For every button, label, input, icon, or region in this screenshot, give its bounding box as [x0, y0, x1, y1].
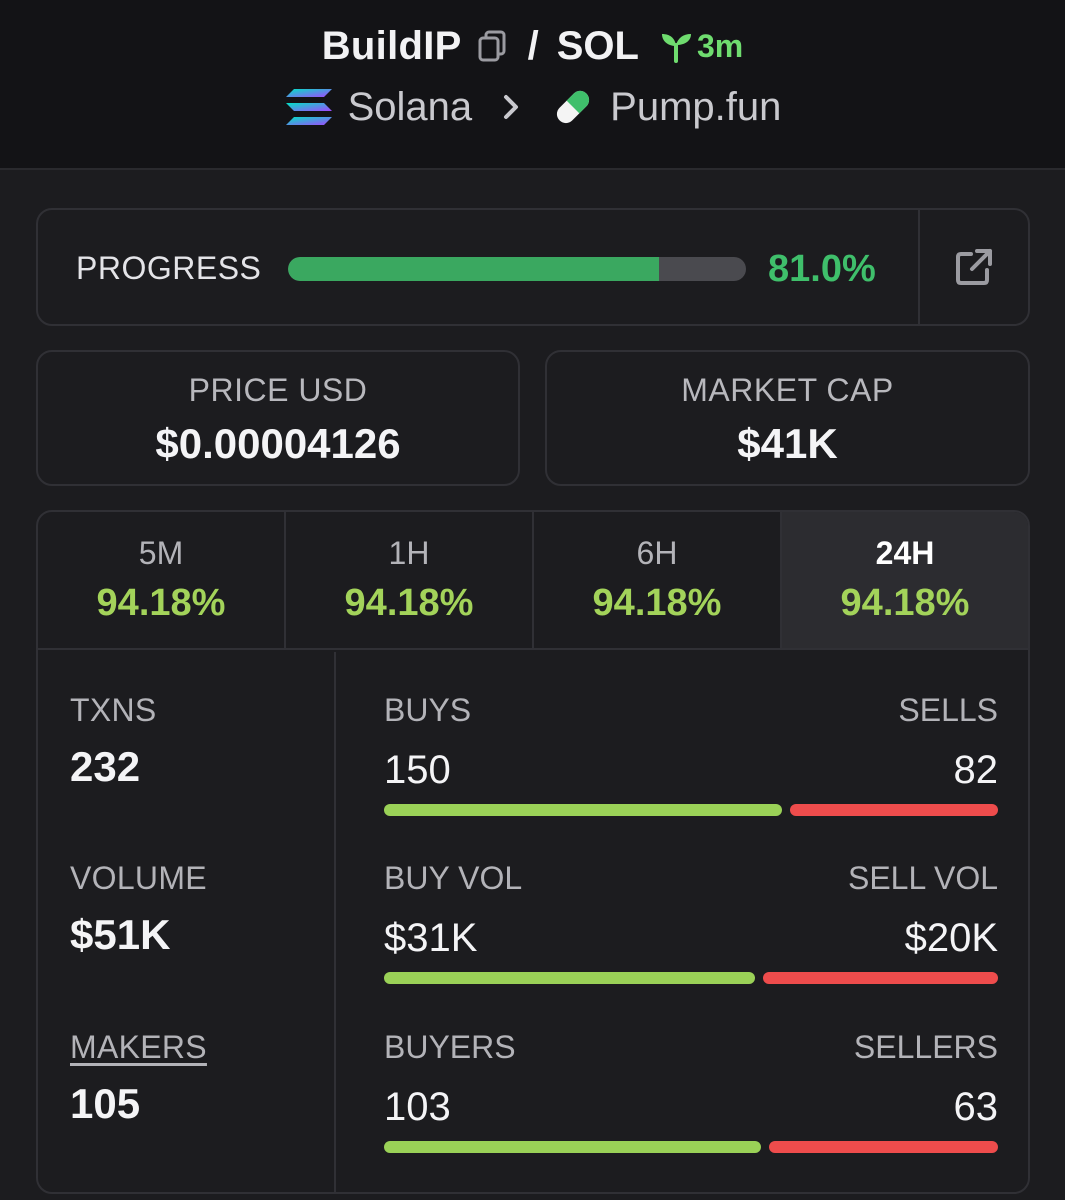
makers-metric[interactable]: MAKERS 105	[70, 1029, 207, 1128]
makers-ratio: BUYERS SELLERS 103 63	[384, 1029, 998, 1159]
buyers-sellers-bar	[384, 1141, 998, 1153]
buy-sell-column: BUYS SELLS 150 82 BUY VOL SELL VOL $31K …	[384, 652, 998, 1192]
pair-separator: /	[527, 23, 539, 68]
buy-vol-label: BUY VOL	[384, 860, 523, 896]
buyers-bar	[384, 1141, 761, 1153]
buys-value: 150	[384, 748, 451, 792]
tab-24h[interactable]: 24H 94.18%	[782, 512, 1028, 648]
quote-token: SOL	[556, 23, 639, 68]
buy-bar	[384, 804, 782, 816]
sells-value: 82	[953, 748, 999, 792]
buys-label: BUYS	[384, 692, 472, 728]
sell-bar	[790, 804, 998, 816]
sellers-value: 63	[953, 1085, 999, 1129]
age-label: 3m	[696, 27, 744, 64]
dex-link[interactable]: Pump.fun	[610, 84, 782, 129]
price-usd-card: PRICE USD $0.00004126	[36, 350, 520, 486]
bonding-progress-card: PROGRESS 81.0%	[36, 208, 1030, 326]
progress-divider	[918, 210, 920, 324]
solana-logo-icon	[284, 87, 334, 127]
tab-price-change: 94.18%	[96, 582, 226, 624]
pair-age: 3m	[659, 28, 743, 65]
sprout-icon	[659, 29, 693, 63]
makers-value: 105	[70, 1080, 141, 1127]
tab-1h[interactable]: 1H 94.18%	[286, 512, 534, 648]
pair-header: BuildIP / SOL 3m	[0, 0, 1065, 170]
txns-metric: TXNS 232	[70, 692, 157, 791]
buyers-value: 103	[384, 1085, 451, 1129]
txns-label: TXNS	[70, 692, 157, 728]
price-usd-label: PRICE USD	[188, 372, 368, 408]
totals-column: TXNS 232 VOLUME $51K MAKERS 105	[38, 652, 336, 1192]
volume-metric: VOLUME $51K	[70, 860, 207, 959]
sellers-bar	[769, 1141, 998, 1153]
timeframe-tabs: 5M 94.18% 1H 94.18% 6H 94.18% 24H 94.18%	[38, 512, 1028, 650]
volume-label: VOLUME	[70, 860, 207, 896]
tab-price-change: 94.18%	[592, 582, 722, 624]
tab-label: 1H	[388, 535, 430, 571]
price-usd-value: $0.00004126	[155, 420, 401, 467]
pill-icon	[550, 84, 596, 130]
tab-price-change: 94.18%	[840, 582, 970, 624]
breadcrumb: Solana Pump.fun	[0, 80, 1065, 134]
pair-title-row: BuildIP / SOL 3m	[0, 18, 1065, 74]
buy-sell-volume-bar	[384, 972, 998, 984]
progress-bar-fill	[288, 257, 659, 281]
sell-vol-bar	[763, 972, 998, 984]
progress-bar	[288, 257, 746, 281]
progress-label: PROGRESS	[76, 250, 262, 286]
buy-sell-bar	[384, 804, 998, 816]
volume-ratio: BUY VOL SELL VOL $31K $20K	[384, 860, 998, 990]
market-cap-label: MARKET CAP	[681, 372, 894, 408]
tab-label: 5M	[138, 535, 184, 571]
sells-label: SELLS	[898, 692, 998, 728]
makers-label[interactable]: MAKERS	[70, 1029, 207, 1065]
txns-ratio: BUYS SELLS 150 82	[384, 692, 998, 822]
token-name: BuildIP	[321, 23, 462, 68]
tab-label: 24H	[875, 535, 935, 571]
buyers-label: BUYERS	[384, 1029, 516, 1065]
progress-value: 81.0%	[768, 248, 876, 290]
tab-5m[interactable]: 5M 94.18%	[38, 512, 286, 648]
buy-vol-value: $31K	[384, 916, 478, 960]
txns-value: 232	[70, 743, 141, 790]
buy-vol-bar	[384, 972, 755, 984]
volume-value: $51K	[70, 911, 171, 958]
sellers-label: SELLERS	[853, 1029, 998, 1065]
open-external-button[interactable]	[920, 210, 1028, 324]
external-link-icon	[956, 249, 992, 285]
stats-panel: 5M 94.18% 1H 94.18% 6H 94.18% 24H 94.18%…	[36, 510, 1030, 1194]
chevron-right-icon	[496, 92, 526, 122]
sell-vol-label: SELL VOL	[847, 860, 998, 896]
market-cap-card: MARKET CAP $41K	[545, 350, 1030, 486]
tab-label: 6H	[636, 535, 678, 571]
chain-link[interactable]: Solana	[347, 84, 473, 129]
tab-price-change: 94.18%	[344, 582, 474, 624]
sell-vol-value: $20K	[904, 916, 998, 960]
copy-icon[interactable]	[476, 29, 510, 63]
tab-6h[interactable]: 6H 94.18%	[534, 512, 782, 648]
market-cap-value: $41K	[737, 420, 838, 467]
